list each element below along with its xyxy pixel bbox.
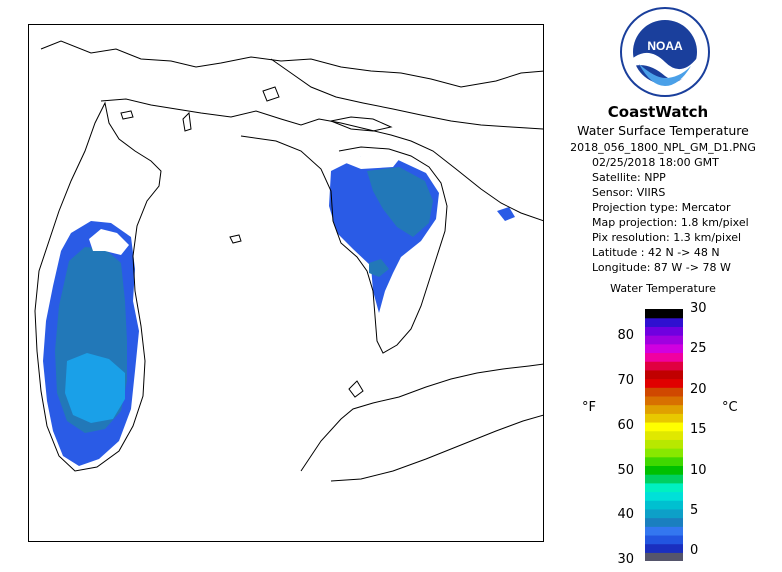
fahrenheit-tick-label: 80 [617,327,634,343]
colorbar-segment [645,474,683,484]
metadata-latitude: Latitude : 42 N -> 48 N [592,246,720,259]
colorbar-segment [645,430,683,440]
lake-huron-ice-patch [341,153,401,169]
noaa-logo: NOAA [619,6,711,98]
lake-superior-south-shore [40,40,543,88]
product-title: Water Surface Temperature [577,123,749,138]
lake-michigan-temperature [43,221,139,466]
lake-michigan-warm-layer [65,353,125,423]
metadata-projection-type: Projection type: Mercator [592,201,731,214]
colorbar-segment [645,343,683,354]
colorbar-segment [645,352,683,362]
fahrenheit-tick-label: 70 [617,372,634,388]
colorbar-segment [645,317,683,327]
colorbar-segment [645,552,683,561]
mackinac-island [262,86,280,102]
celsius-tick-label: 30 [690,301,707,316]
lake-huron-mid-layer [367,167,433,237]
colorbar-segment [645,448,683,458]
coastlines [34,40,543,482]
colorbar-segment [645,500,683,510]
colorbar-segment [645,543,683,553]
lake-erie-shore [300,363,543,472]
metadata-longitude: Longitude: 87 W -> 78 W [592,261,731,274]
metadata-datetime: 02/25/2018 18:00 GMT [592,156,719,169]
superior-island-2 [120,110,134,120]
lake-michigan-shore [34,101,162,472]
colorbar-segment [645,439,683,449]
colorbar-segment [645,534,683,545]
metadata-pix-resolution: Pix resolution: 1.3 km/pixel [592,231,742,244]
fahrenheit-tick-label: 30 [617,552,634,568]
metadata-list: 02/25/2018 18:00 GMT Satellite: NPP Sens… [592,155,749,275]
superior-island-1 [182,111,192,132]
map-panel [28,24,544,542]
noaa-logo-text: NOAA [647,39,683,53]
lake-michigan-ice-patch [89,229,129,255]
metadata-map-projection: Map projection: 1.8 km/pixel [592,216,749,229]
celsius-tick-label: 15 [690,422,707,438]
colorbar-segment [645,387,683,397]
celsius-tick-label: 20 [690,381,707,397]
colorbar-segment [645,456,683,467]
colorbar-segment [645,309,683,319]
water-temperature-map [34,40,543,482]
colorbar-segment [645,404,683,414]
colorbar-segment [645,361,683,371]
colorbar-segment [645,369,683,380]
fahrenheit-unit: °F [582,400,596,415]
metadata-satellite: Satellite: NPP [592,171,666,184]
lower-peninsula-shore [240,135,448,354]
colorbar-segment [645,413,683,423]
lake-erie-north-shore [330,414,543,482]
colorbar-segment [645,465,683,475]
colorbar-segment [645,508,683,519]
colorbar-segment [645,482,683,493]
celsius-tick-label: 5 [690,502,699,518]
north-channel-shore [270,58,543,130]
upper-peninsula-shore [100,98,543,222]
celsius-tick-label: 10 [690,462,707,478]
colorbar-segment [645,491,683,501]
fahrenheit-tick-label: 50 [617,462,634,478]
brand-title: CoastWatch [607,103,709,121]
temperature-colorbar [645,309,683,561]
celsius-tick-label: 0 [690,543,699,559]
colorbar-segment [645,517,683,527]
colorbar-segment [645,421,683,432]
colorbar-segment [645,526,683,536]
metadata-sensor: Sensor: VIIRS [592,186,666,199]
colorbar-segment [645,326,683,336]
colorbar-segment [645,335,683,345]
celsius-unit: °C [722,400,738,415]
scale-title: Water Temperature [610,282,716,295]
georgian-bay-patch [497,207,515,221]
manitoulin-island [329,116,393,132]
fahrenheit-tick-label: 40 [617,507,634,523]
colorbar-segment [645,378,683,388]
celsius-tick-label: 25 [690,341,707,357]
fahrenheit-tick-label: 60 [617,417,634,433]
lake-winnebago [229,234,242,244]
saginaw-bay-layer [369,259,389,277]
lake-huron-temperature [329,153,515,313]
lake-st-clair [348,380,364,398]
colorbar-segment [645,395,683,406]
image-filename: 2018_056_1800_NPL_GM_D1.PNG [570,141,756,154]
